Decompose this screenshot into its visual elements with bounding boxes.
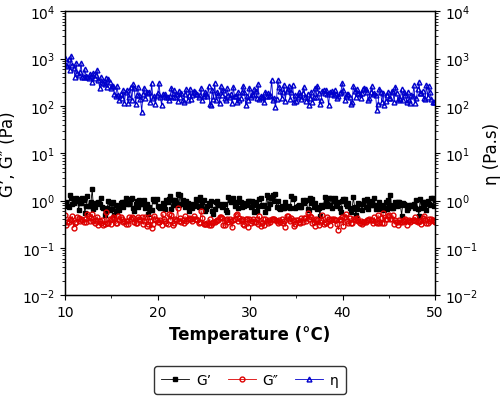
η [284,90,290,94]
G’ [89,188,95,192]
η [376,87,382,92]
G″ [336,228,342,232]
Y-axis label: η (Pa.s): η (Pa.s) [484,123,500,185]
G″ [290,218,296,223]
G’ [400,201,406,206]
G’ [282,200,288,205]
η [63,64,69,68]
η [138,110,144,115]
G’ [284,205,290,209]
G″ [62,213,68,218]
G’ [290,196,296,201]
η [291,100,297,105]
G″ [63,223,69,228]
G’ [432,198,438,203]
G″ [282,224,288,229]
G″ [400,219,406,224]
η [432,100,438,105]
X-axis label: Temperature (°C): Temperature (°C) [170,325,330,343]
Y-axis label: G’, G″ (Pa): G’, G″ (Pa) [0,111,16,196]
G’ [63,200,69,205]
Line: G″: G″ [62,207,438,232]
η [400,98,406,103]
η [284,88,290,93]
G″ [432,220,438,225]
Line: G’: G’ [62,188,438,219]
G″ [376,222,382,226]
G’ [62,203,68,208]
Line: η: η [62,54,438,115]
η [62,56,68,61]
Legend: G’, G″, η: G’, G″, η [154,366,346,394]
G″ [174,207,180,211]
G″ [284,214,290,219]
G’ [376,200,382,205]
η [68,54,74,59]
G’ [317,214,323,219]
